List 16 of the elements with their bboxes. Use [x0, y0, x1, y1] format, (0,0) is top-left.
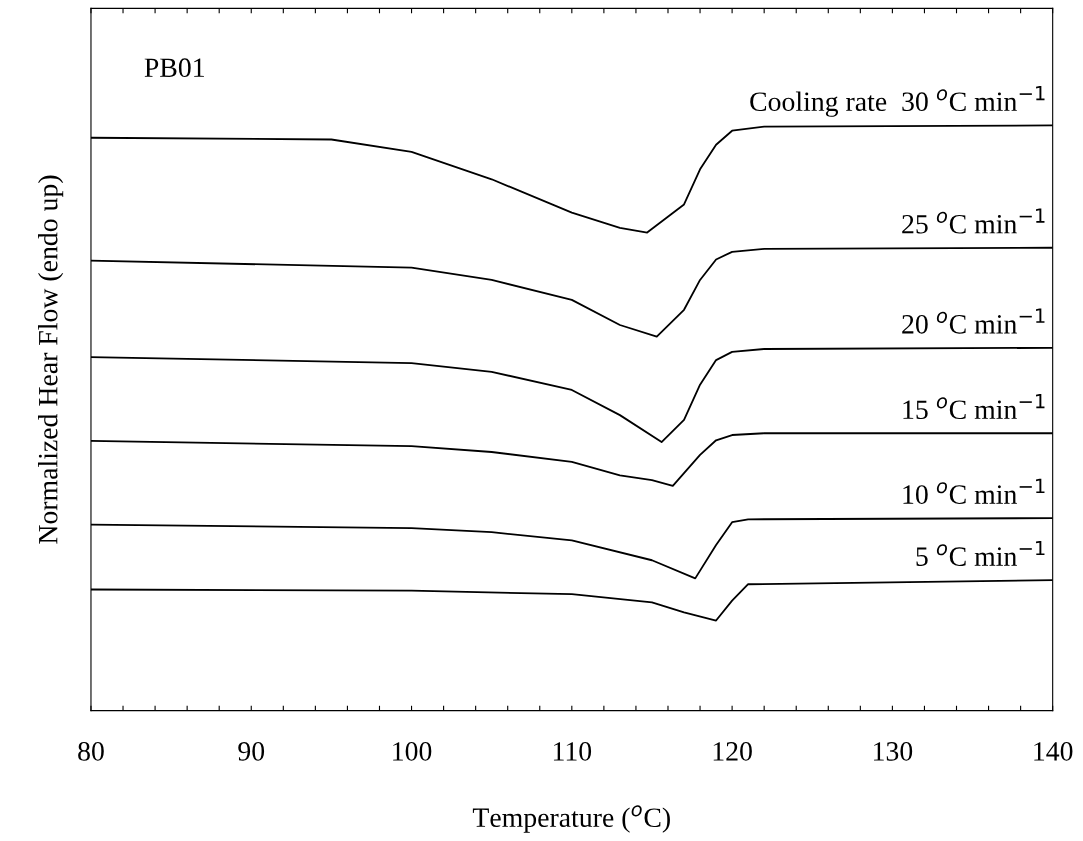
x-tick-label: 140: [1034, 742, 1073, 761]
x-tick-label: 120: [713, 742, 752, 761]
series-label: 10 $^{o}$C min$^{−1}$: [903, 478, 1045, 504]
x-tick-label: 110: [553, 742, 592, 761]
series-label: 5 $^{o}$C min$^{−1}$: [916, 540, 1045, 566]
series-label: 20 $^{o}$C min$^{−1}$: [902, 308, 1045, 334]
x-tick-label: 130: [874, 742, 913, 761]
series-label: 15 $^{o}$C min$^{−1}$: [903, 394, 1045, 420]
x-axis-title: Temperature ($^{o}$C): [472, 805, 670, 833]
x-tick-label: 80: [78, 742, 104, 761]
y-axis-title: Normalized Hear Flow (endo up): [38, 175, 64, 544]
text: PB01: [144, 58, 204, 78]
x-tick-label: 90: [238, 742, 265, 761]
series-label: 25 $^{o}$C min$^{−1}$: [902, 208, 1045, 234]
series-label: Cooling rate 30 $^{o}$C min$^{−1}$: [750, 86, 1045, 117]
x-tick-label: 100: [393, 742, 432, 761]
